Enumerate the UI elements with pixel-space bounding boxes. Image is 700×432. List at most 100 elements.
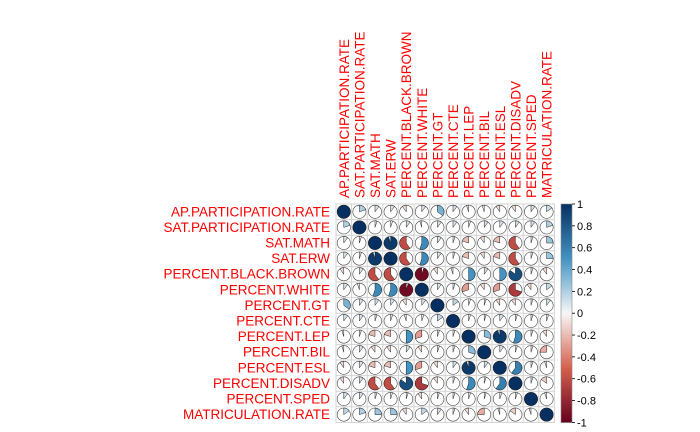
colorbar-segment xyxy=(561,420,572,423)
pie-cell-7-7 xyxy=(446,314,460,328)
column-label: PERCENT.CTE xyxy=(446,104,461,198)
column-label: SAT.ERW xyxy=(384,139,399,198)
pie-cell-9-7 xyxy=(446,345,460,360)
pie-slice xyxy=(417,345,423,353)
pie-cell-9-6 xyxy=(430,345,445,360)
row-label: PERCENT.SPED xyxy=(226,392,330,407)
colorbar-segment xyxy=(561,204,572,207)
pie-slice xyxy=(399,251,411,266)
column-label: PERCENT.SPED xyxy=(524,94,539,198)
pie-slice xyxy=(437,236,442,244)
colorbar-segment xyxy=(561,308,572,312)
pie-cell-1-5 xyxy=(414,220,429,235)
pie-cell-0-6 xyxy=(430,204,445,219)
pie-slice xyxy=(546,314,549,322)
pie-cell-12-7 xyxy=(446,392,460,406)
column-label: AP.PARTICIPATION.RATE xyxy=(337,39,352,198)
row-labels: AP.PARTICIPATION.RATESAT.PARTICIPATION.R… xyxy=(163,204,330,422)
pie-cell-1-12 xyxy=(524,220,538,235)
pie-slice xyxy=(499,392,503,400)
colorbar-segment xyxy=(561,411,572,415)
pie-slice xyxy=(499,314,505,322)
pie-slice xyxy=(386,345,391,353)
colorbar-segment xyxy=(561,398,572,401)
pie-cell-8-0 xyxy=(336,329,351,344)
pie-slice xyxy=(437,392,440,400)
pie-cell-3-5 xyxy=(414,251,429,266)
colorbar-segment xyxy=(561,273,572,277)
pie-slice xyxy=(483,392,487,400)
pie-slice xyxy=(468,298,471,306)
colorbar-segment xyxy=(561,413,572,417)
pie-cell-0-8 xyxy=(461,204,476,219)
pie-slice xyxy=(515,345,518,353)
pie-cell-7-11 xyxy=(508,314,523,328)
pie-slice xyxy=(515,220,520,229)
pie-cell-4-2 xyxy=(368,267,382,282)
pie-cell-7-3 xyxy=(383,314,398,328)
pie-slice xyxy=(452,251,456,259)
pie-slice xyxy=(452,220,458,229)
pie-slice xyxy=(339,376,345,385)
colorbar-segment xyxy=(561,311,572,314)
pie-slice xyxy=(530,298,534,306)
pie-slice xyxy=(492,329,507,344)
pie-cell-5-6 xyxy=(430,282,445,297)
colorbar-segment xyxy=(561,295,572,299)
column-label: PERCENT.BLACK.BROWN xyxy=(399,31,414,198)
pie-slice xyxy=(540,376,547,384)
pie-slice xyxy=(388,282,398,297)
pie-cell-6-8 xyxy=(461,298,476,313)
colorbar-segment xyxy=(561,376,572,380)
pie-cell-13-9 xyxy=(477,407,492,422)
pie-slice xyxy=(462,251,469,259)
pie-slice xyxy=(511,360,523,375)
pie-slice xyxy=(368,251,382,266)
pie-slice xyxy=(390,298,395,307)
pie-cell-12-9 xyxy=(477,392,492,406)
pie-cell-11-11 xyxy=(508,376,523,391)
pie-cell-2-11 xyxy=(508,236,523,250)
colorbar-segment xyxy=(561,385,572,388)
colorbar-segment xyxy=(561,254,572,257)
pie-slice xyxy=(452,407,456,415)
pie-slice xyxy=(374,314,378,322)
colorbar-segment xyxy=(561,265,572,268)
colorbar-segment xyxy=(561,330,572,334)
pie-cell-10-11 xyxy=(508,360,523,375)
pie-slice xyxy=(468,314,471,322)
pie-slice xyxy=(495,376,507,391)
colorbar-segment xyxy=(561,389,572,393)
pie-cell-10-13 xyxy=(539,360,554,375)
pie-cell-2-1 xyxy=(352,236,367,250)
pie-cell-0-13 xyxy=(539,204,554,219)
colorbar-segment xyxy=(561,234,572,238)
pie-cell-5-3 xyxy=(383,282,398,297)
pie-cell-4-1 xyxy=(352,267,367,282)
pie-slice xyxy=(508,236,520,250)
pie-cell-2-6 xyxy=(430,236,445,250)
pie-slice xyxy=(539,407,554,422)
row-label: PERCENT.CTE xyxy=(236,314,330,329)
pie-cell-0-10 xyxy=(492,204,507,219)
pie-cell-7-13 xyxy=(539,314,554,328)
pie-slice xyxy=(508,282,522,297)
pie-slice xyxy=(515,314,518,322)
pie-cell-2-12 xyxy=(524,236,538,250)
pie-slice xyxy=(513,329,523,344)
column-labels: AP.PARTICIPATION.RATE SAT.PARTICIPATION.R… xyxy=(337,31,555,198)
pie-slice xyxy=(477,345,492,360)
pie-slice xyxy=(483,267,489,275)
colorbar-segment xyxy=(561,271,572,275)
row-label: PERCENT.BLACK.BROWN xyxy=(163,267,330,282)
pie-cell-7-12 xyxy=(524,314,538,328)
pie-cell-11-13 xyxy=(539,376,554,391)
pie-cell-4-4 xyxy=(399,267,414,282)
pie-cell-4-3 xyxy=(383,267,398,282)
pie-cell-3-11 xyxy=(508,251,523,266)
pie-slice xyxy=(405,220,411,229)
pie-cell-8-8 xyxy=(461,329,476,344)
pie-slice xyxy=(359,376,364,385)
pie-slice xyxy=(341,329,345,337)
